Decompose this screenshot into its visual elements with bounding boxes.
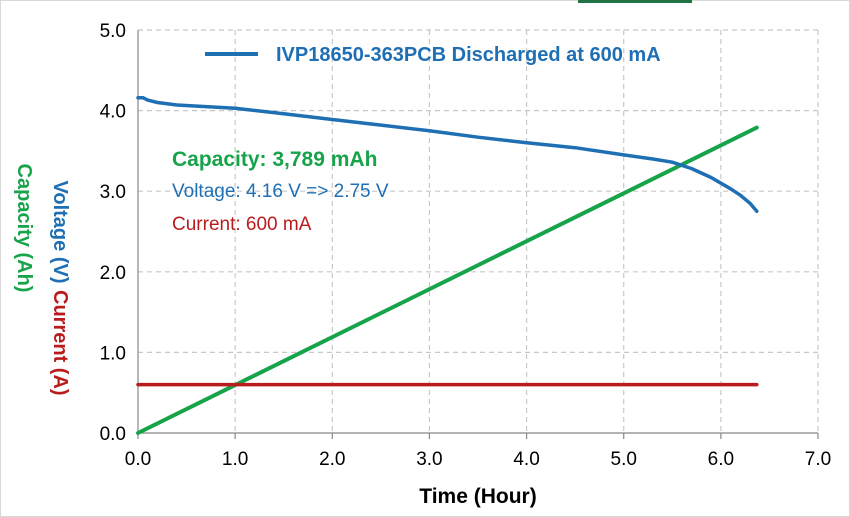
x-tick-label: 3.0 xyxy=(416,449,442,470)
y-axis-title-voltage: Voltage (V) xyxy=(49,181,71,284)
y-axis-title-current: Current (A) xyxy=(49,290,71,396)
y-tick-label: 4.0 xyxy=(100,102,126,123)
x-tick-label: 6.0 xyxy=(708,449,734,470)
x-tick-label: 1.0 xyxy=(222,449,248,470)
y-tick-labels: 0.0 1.0 2.0 3.0 4.0 5.0 xyxy=(100,21,126,445)
y-tick-label: 1.0 xyxy=(100,343,126,364)
window-accent-bar xyxy=(578,0,692,3)
legend: IVP18650-363PCB Discharged at 600 mA xyxy=(205,44,661,66)
voltage-series-line xyxy=(136,95,759,214)
capacity-series-line xyxy=(136,125,759,435)
x-axis-title: Time (Hour) xyxy=(419,485,536,508)
grid-lines xyxy=(138,29,819,433)
x-tick-label: 4.0 xyxy=(513,449,539,470)
y-tick-label: 2.0 xyxy=(100,263,126,284)
annotation-voltage: Voltage: 4.16 V => 2.75 V xyxy=(172,181,389,202)
x-tick-label: 0.0 xyxy=(125,449,151,470)
annotation-current: Current: 600 mA xyxy=(172,214,312,235)
x-tick-label: 2.0 xyxy=(319,449,345,470)
x-tick-label: 5.0 xyxy=(611,449,637,470)
x-tick-label: 7.0 xyxy=(805,449,831,470)
y-axis-title-capacity: Capacity (Ah) xyxy=(13,164,35,293)
annotation-capacity: Capacity: 3,789 mAh xyxy=(172,148,377,171)
y-tick-label: 5.0 xyxy=(100,21,126,42)
y-tick-label: 3.0 xyxy=(100,182,126,203)
y-tick-label: 0.0 xyxy=(100,424,126,445)
x-tick-labels: 0.0 1.0 2.0 3.0 4.0 5.0 6.0 7.0 xyxy=(125,449,831,470)
legend-label: IVP18650-363PCB Discharged at 600 mA xyxy=(276,44,661,66)
series-layer xyxy=(136,95,759,435)
